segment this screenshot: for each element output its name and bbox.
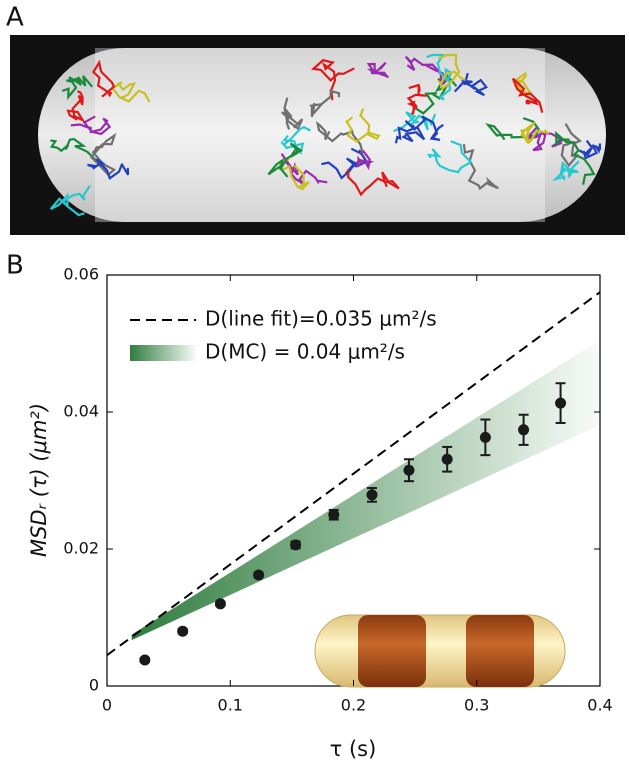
trajectory [404, 55, 448, 87]
trajectory [110, 81, 151, 103]
x-axis-label: τ (s) [330, 737, 377, 761]
data-point [479, 431, 491, 443]
cell-body [95, 48, 545, 222]
trajectory [356, 149, 375, 171]
data-point [253, 569, 265, 581]
trajectory [555, 130, 596, 185]
ring [466, 615, 534, 687]
trajectory [267, 142, 303, 178]
y-tick-label: 0 [89, 676, 99, 695]
trajectory [511, 77, 544, 113]
trajectory [66, 90, 86, 124]
trajectory [281, 97, 304, 131]
trajectory [462, 143, 499, 191]
mc-band [131, 340, 600, 641]
x-tick-label: 0.4 [587, 696, 612, 715]
trajectory [551, 160, 580, 182]
ring [358, 615, 426, 687]
data-point [441, 453, 453, 465]
cell-image [10, 35, 625, 235]
data-point [555, 397, 567, 409]
trajectory [61, 75, 94, 101]
x-tick-label: 0.3 [464, 696, 489, 715]
trajectory [49, 137, 98, 162]
trajectory [366, 61, 389, 78]
x-tick-label: 0.1 [218, 696, 243, 715]
trajectory [310, 58, 355, 101]
trajectory [404, 115, 444, 141]
cell-outline [38, 48, 606, 222]
trajectory [89, 132, 117, 177]
data-point [518, 424, 530, 436]
trajectory [437, 53, 466, 91]
data-point [403, 464, 415, 476]
data-point [328, 509, 340, 521]
trajectory [91, 59, 116, 98]
data-point [177, 625, 189, 637]
trajectory [406, 83, 427, 115]
y-tick-label: 0.04 [63, 402, 99, 421]
trajectory [453, 72, 489, 97]
trajectory [519, 121, 550, 145]
panel-label: A [6, 3, 24, 33]
trajectory [394, 125, 426, 144]
fit-line [106, 291, 601, 656]
trajectory [49, 185, 91, 217]
cell-illustration [314, 614, 566, 688]
trajectory [315, 120, 364, 153]
data-point [366, 489, 378, 501]
trajectory [578, 139, 602, 160]
legend-label: D(line fit)=0.035 μm²/s [205, 307, 437, 331]
y-axis-label: MSDᵣ (τ) (μm²) [27, 403, 51, 557]
trajectory [426, 140, 473, 174]
legend-label: D(MC) = 0.04 μm²/s [205, 340, 405, 364]
data-point [290, 539, 302, 551]
trajectory [280, 125, 311, 155]
y-tick-label: 0.02 [63, 539, 99, 558]
data-point [214, 598, 226, 610]
x-tick-label: 0.2 [341, 696, 366, 715]
trajectory [70, 115, 112, 136]
panel-label: B [6, 251, 24, 281]
y-tick-label: 0.06 [63, 265, 99, 284]
trajectory [347, 169, 400, 197]
trajectory [345, 108, 381, 143]
x-tick-label: 0 [102, 696, 112, 715]
legend-swatch [130, 345, 196, 361]
data-point [139, 654, 151, 666]
trajectory [309, 89, 341, 118]
trajectory [87, 158, 130, 181]
